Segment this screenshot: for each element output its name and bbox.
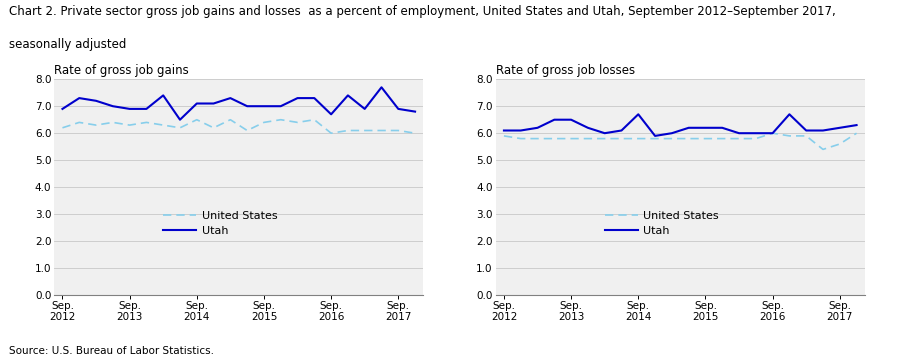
Line: Utah: Utah <box>62 87 415 120</box>
Utah <box>309 96 320 100</box>
United States <box>801 134 812 138</box>
Legend: United States, Utah: United States, Utah <box>163 211 278 236</box>
United States <box>566 136 577 141</box>
Utah <box>700 126 711 130</box>
United States <box>342 128 353 132</box>
United States <box>225 117 236 122</box>
Text: Source: U.S. Bureau of Labor Statistics.: Source: U.S. Bureau of Labor Statistics. <box>9 346 214 356</box>
Utah <box>191 102 202 106</box>
Utah <box>817 128 828 132</box>
Utah <box>650 134 660 138</box>
United States <box>276 117 287 122</box>
United States <box>292 120 303 125</box>
Utah <box>342 93 353 98</box>
Utah <box>633 112 643 117</box>
United States <box>57 126 68 130</box>
Utah <box>107 104 118 108</box>
United States <box>532 136 543 141</box>
United States <box>751 136 761 141</box>
Utah <box>851 123 862 127</box>
Utah <box>225 96 236 100</box>
Utah <box>599 131 610 135</box>
United States <box>616 136 627 141</box>
United States <box>91 123 102 127</box>
Utah <box>549 117 560 122</box>
United States <box>817 147 828 152</box>
United States <box>208 126 219 130</box>
Utah <box>124 107 135 111</box>
Legend: United States, Utah: United States, Utah <box>605 211 719 236</box>
Utah <box>57 107 68 111</box>
United States <box>175 126 186 130</box>
Utah <box>683 126 694 130</box>
United States <box>717 136 728 141</box>
United States <box>498 134 509 138</box>
Utah <box>801 128 812 132</box>
United States <box>667 136 678 141</box>
United States <box>851 131 862 135</box>
Utah <box>91 99 102 103</box>
United States <box>784 134 795 138</box>
Utah <box>515 128 526 132</box>
United States <box>549 136 560 141</box>
United States <box>834 142 845 146</box>
United States <box>633 136 643 141</box>
United States <box>191 117 202 122</box>
Line: United States: United States <box>62 120 415 133</box>
Utah <box>325 112 336 117</box>
Utah <box>359 107 370 111</box>
Utah <box>393 107 404 111</box>
Text: seasonally adjusted: seasonally adjusted <box>9 38 126 51</box>
Utah <box>733 131 744 135</box>
Utah <box>141 107 151 111</box>
United States <box>393 128 404 132</box>
Utah <box>532 126 543 130</box>
United States <box>107 120 118 125</box>
Utah <box>583 126 594 130</box>
Text: Chart 2. Private sector gross job gains and losses  as a percent of employment, : Chart 2. Private sector gross job gains … <box>9 5 836 18</box>
United States <box>309 117 320 122</box>
Utah <box>498 128 509 132</box>
Utah <box>208 102 219 106</box>
Utah <box>241 104 252 108</box>
United States <box>325 131 336 135</box>
Utah <box>376 85 387 90</box>
Utah <box>276 104 287 108</box>
United States <box>700 136 711 141</box>
United States <box>583 136 594 141</box>
Line: Utah: Utah <box>504 114 857 136</box>
United States <box>124 123 135 127</box>
Utah <box>767 131 778 135</box>
Utah <box>717 126 728 130</box>
United States <box>650 136 660 141</box>
Utah <box>834 126 845 130</box>
United States <box>241 128 252 132</box>
Utah <box>667 131 678 135</box>
United States <box>515 136 526 141</box>
Line: United States: United States <box>504 133 857 149</box>
Text: Rate of gross job losses: Rate of gross job losses <box>496 64 634 77</box>
United States <box>74 120 85 125</box>
Utah <box>259 104 269 108</box>
United States <box>259 120 269 125</box>
Utah <box>410 109 421 114</box>
Utah <box>751 131 761 135</box>
Utah <box>74 96 85 100</box>
United States <box>599 136 610 141</box>
Utah <box>566 117 577 122</box>
United States <box>158 123 168 127</box>
United States <box>733 136 744 141</box>
United States <box>359 128 370 132</box>
Utah <box>784 112 795 117</box>
United States <box>376 128 387 132</box>
United States <box>141 120 151 125</box>
Utah <box>292 96 303 100</box>
Utah <box>616 128 627 132</box>
Text: Rate of gross job gains: Rate of gross job gains <box>54 64 189 77</box>
United States <box>767 131 778 135</box>
Utah <box>175 117 186 122</box>
United States <box>410 131 421 135</box>
Utah <box>158 93 168 98</box>
United States <box>683 136 694 141</box>
